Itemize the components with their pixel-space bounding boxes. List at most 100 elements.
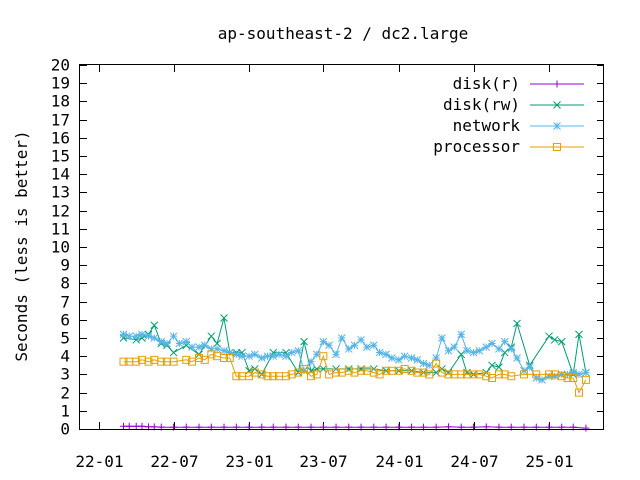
y-tick-label: 17 — [51, 111, 70, 130]
processor-point — [532, 370, 541, 379]
network-point — [357, 335, 365, 344]
network-point — [469, 348, 478, 357]
y-tick-label: 6 — [60, 311, 70, 330]
series-processor — [119, 350, 590, 397]
network-point — [394, 355, 403, 364]
network-point — [375, 348, 384, 357]
network-point — [419, 359, 428, 368]
processor-point — [307, 372, 316, 381]
processor-point — [232, 372, 241, 381]
processor-point — [332, 368, 341, 377]
y-tick-label: 5 — [60, 329, 70, 348]
network-point — [238, 352, 246, 361]
y-tick-label: 15 — [51, 147, 70, 166]
network-point — [482, 343, 491, 351]
network-point — [350, 341, 359, 350]
processor-point — [182, 355, 191, 364]
x-tick-label: 22-07 — [150, 452, 198, 471]
network-point — [188, 343, 196, 351]
disk-r-point — [138, 422, 146, 430]
disk-rw-point — [269, 348, 278, 357]
processor-point — [200, 355, 209, 364]
legend-marker-disk-rw — [553, 101, 561, 109]
processor-point — [394, 366, 403, 375]
network-point — [150, 334, 159, 342]
network-point — [195, 343, 203, 351]
processor-point — [574, 388, 583, 397]
legend-marker-network — [553, 122, 561, 130]
processor-point — [425, 370, 434, 379]
disk-rw-point — [220, 314, 228, 322]
disk-rw-point — [557, 337, 566, 346]
x-tick-label: 23-01 — [225, 452, 273, 471]
y-tick-label: 11 — [51, 220, 70, 239]
series-network — [119, 330, 590, 384]
processor-point — [581, 375, 590, 384]
network-point — [438, 334, 446, 342]
disk-r-line — [123, 425, 586, 429]
network-point — [269, 352, 278, 361]
y-tick-label: 1 — [60, 402, 70, 421]
disk-rw-point — [513, 319, 521, 328]
processor-point — [319, 352, 328, 361]
disk-rw-point — [138, 334, 146, 342]
processor-point — [144, 357, 153, 366]
network-point — [263, 352, 272, 361]
network-point — [369, 341, 378, 350]
processor-point — [225, 354, 234, 363]
network-point — [200, 341, 209, 350]
disk-r-point — [582, 424, 590, 432]
disk-rw-point — [169, 348, 178, 357]
y-tick-label: 12 — [51, 202, 70, 221]
x-tick-label: 22-01 — [75, 452, 123, 471]
disk-r-point — [125, 422, 133, 430]
disk-rw-point — [550, 335, 559, 344]
processor-point — [557, 372, 566, 381]
processor-point — [119, 357, 128, 366]
x-tick-label: 24-07 — [450, 452, 498, 471]
processor-point — [545, 370, 554, 379]
network-point — [582, 368, 590, 377]
processor-point — [413, 368, 422, 377]
legend-marker-disk-r — [553, 80, 561, 88]
network-point — [144, 332, 153, 341]
disk-rw-point — [575, 330, 583, 339]
network-point — [400, 352, 409, 361]
network-point — [300, 366, 308, 375]
legend-label-disk-rw: disk(rw) — [443, 95, 520, 114]
y-tick-label: 13 — [51, 183, 70, 202]
network-point — [507, 345, 516, 353]
network-point — [432, 354, 441, 362]
disk-rw-point — [545, 332, 553, 341]
network-point — [388, 354, 396, 362]
network-point — [312, 350, 321, 359]
network-point — [125, 332, 134, 341]
processor-point — [344, 366, 353, 375]
y-tick-label: 9 — [60, 256, 70, 275]
network-point — [382, 350, 390, 359]
processor-point — [312, 370, 321, 379]
x-tick-label: 23-07 — [299, 452, 347, 471]
y-tick-label: 3 — [60, 365, 70, 384]
processor-point — [132, 357, 141, 366]
disk-rw-point — [495, 363, 503, 371]
y-tick-label: 19 — [51, 74, 70, 93]
series-disk-r — [119, 422, 590, 432]
processor-point — [444, 370, 453, 379]
series-layer — [119, 314, 590, 432]
y-tick-label: 2 — [60, 384, 70, 403]
plot-frame — [79, 64, 604, 430]
y-tick-label: 4 — [60, 347, 70, 366]
network-point — [225, 348, 234, 357]
network-point — [425, 361, 434, 370]
y-tick-label: 16 — [51, 129, 70, 148]
network-point — [132, 332, 141, 341]
processor-point — [263, 372, 272, 381]
network-point — [413, 355, 422, 364]
x-tick-label: 24-01 — [375, 452, 423, 471]
network-point — [407, 354, 416, 362]
processor-point — [507, 372, 516, 381]
network-point — [275, 350, 283, 359]
